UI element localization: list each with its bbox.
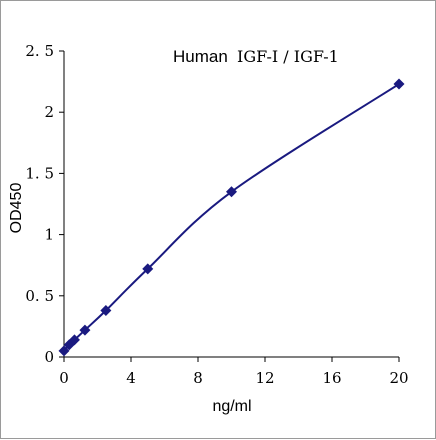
y-tick-label: 2 (44, 103, 54, 121)
x-tick-label: 12 (255, 369, 274, 387)
data-point-marker (100, 304, 112, 316)
x-tick-label: 0 (59, 369, 69, 387)
y-tick-label: 0. 5 (25, 287, 54, 305)
x-tick-label: 20 (389, 369, 408, 387)
x-axis-ticks: 0 4 8 12 16 20 (59, 357, 409, 387)
x-tick-label: 16 (322, 369, 341, 387)
y-tick-label: 1 (44, 226, 54, 244)
data-point-marker (58, 345, 70, 357)
x-tick-label: 4 (126, 369, 136, 387)
y-tick-label: 2. 5 (25, 42, 54, 60)
axes (63, 51, 399, 358)
x-tick-label: 8 (193, 369, 203, 387)
data-point-marker (68, 334, 80, 346)
data-point-marker (226, 186, 237, 198)
x-axis-title: ng/ml (212, 398, 251, 415)
y-axis-title: OD450 (8, 183, 25, 234)
y-tick-label: 1. 5 (25, 164, 54, 182)
data-point-marker (79, 324, 91, 336)
y-tick-label: 0 (44, 348, 54, 366)
data-point-marker (393, 78, 405, 90)
chart-title-main: Human (173, 47, 228, 66)
series-markers (58, 78, 405, 357)
data-point-marker (142, 263, 154, 275)
series-line (63, 83, 400, 352)
chart-title-detail: IGF-Ⅰ / IGF-1 (237, 47, 339, 66)
y-axis-ticks: 0 0. 5 1 1. 5 2 2. 5 (25, 42, 64, 366)
